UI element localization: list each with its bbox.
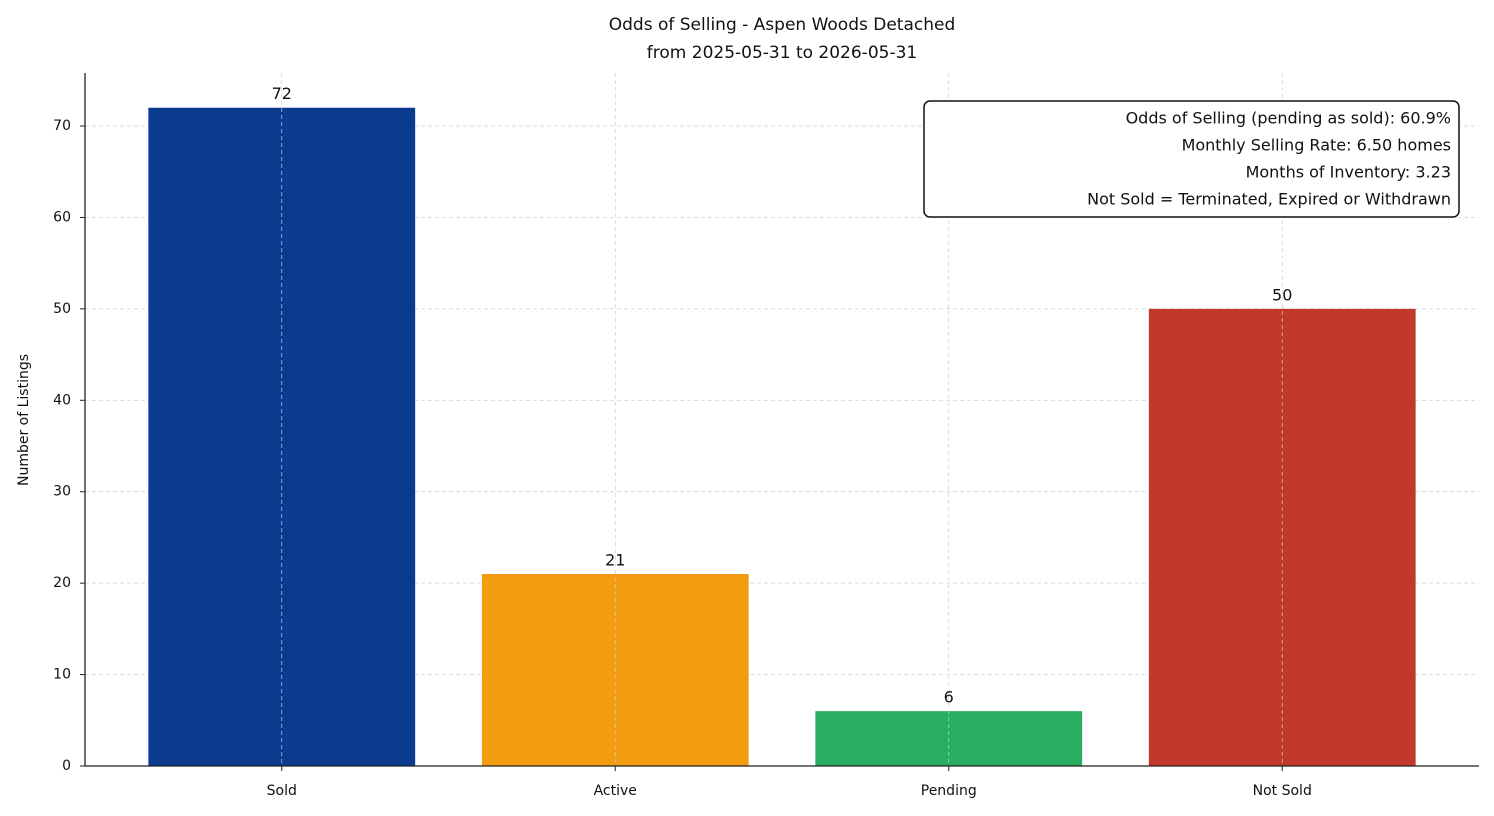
value-label: 50 bbox=[1272, 285, 1292, 304]
annotation-line: Not Sold = Terminated, Expired or Withdr… bbox=[1087, 190, 1451, 209]
y-tick-label: 20 bbox=[53, 575, 71, 591]
y-tick-label: 30 bbox=[53, 484, 71, 500]
y-tick-label: 10 bbox=[53, 667, 71, 683]
annotation-line: Monthly Selling Rate: 6.50 homes bbox=[1182, 136, 1451, 155]
y-tick-label: 60 bbox=[53, 209, 71, 225]
x-tick-label: Not Sold bbox=[1253, 783, 1312, 799]
value-label: 21 bbox=[605, 551, 625, 570]
value-label: 72 bbox=[272, 84, 292, 103]
value-label: 6 bbox=[944, 688, 954, 707]
x-tick-label: Pending bbox=[921, 783, 977, 799]
x-tick-label: Sold bbox=[267, 783, 297, 799]
annotation-line: Odds of Selling (pending as sold): 60.9% bbox=[1126, 109, 1451, 128]
annotation-box bbox=[923, 100, 1460, 218]
y-tick-label: 50 bbox=[53, 301, 71, 317]
chart-subtitle: from 2025-05-31 to 2026-05-31 bbox=[647, 43, 917, 63]
annotation-line: Months of Inventory: 3.23 bbox=[1246, 163, 1451, 182]
y-tick-label: 40 bbox=[53, 392, 71, 408]
x-tick-label: Active bbox=[594, 783, 637, 799]
y-axis-label: Number of Listings bbox=[16, 354, 32, 486]
y-tick-label: 70 bbox=[53, 118, 71, 134]
chart-title: Odds of Selling - Aspen Woods Detached bbox=[609, 15, 956, 35]
y-tick-label: 0 bbox=[62, 758, 71, 774]
